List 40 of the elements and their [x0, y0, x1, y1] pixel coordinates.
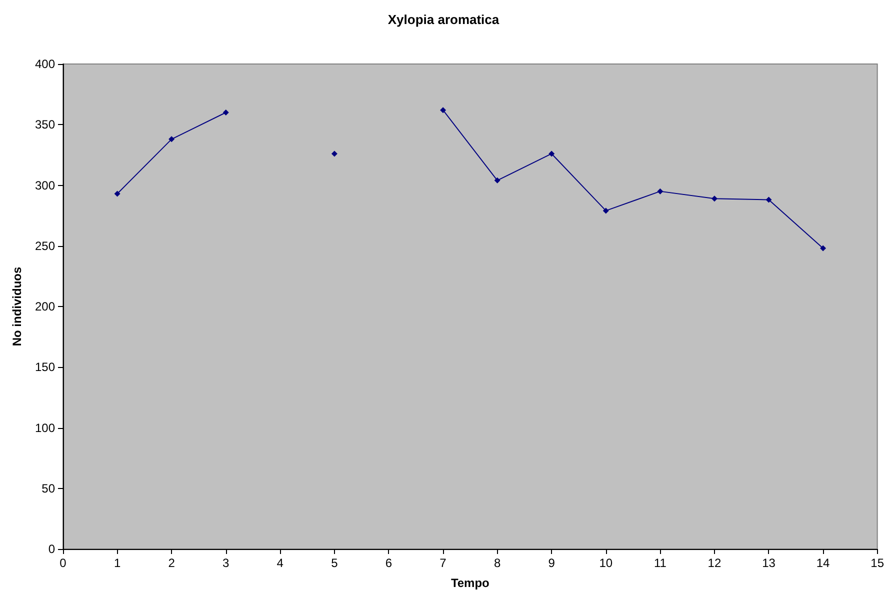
- x-tick-label: 6: [385, 556, 392, 570]
- y-tick-label: 100: [34, 420, 56, 435]
- point: [222, 110, 229, 116]
- y-tick-label: 150: [34, 360, 56, 374]
- point: [602, 208, 609, 214]
- point: [168, 136, 175, 142]
- y-tick-label: 250: [34, 238, 56, 253]
- x-tick-label: 12: [708, 556, 722, 570]
- x-tick-label: 4: [276, 556, 284, 570]
- y-tick-label: 200: [34, 300, 56, 314]
- x-tick-label: 13: [762, 556, 776, 570]
- y-tick-label: 300: [34, 178, 56, 192]
- point: [766, 196, 772, 203]
- x-tick-label: 0: [60, 556, 67, 570]
- x-tick-label: 2: [168, 556, 176, 570]
- x-tick-label: 5: [331, 556, 338, 570]
- point: [548, 150, 555, 157]
- x-tick-label: 11: [654, 556, 667, 570]
- y-tick-label: 350: [34, 118, 56, 132]
- point: [440, 107, 446, 114]
- point: [494, 177, 500, 184]
- y-tick-label: 0: [48, 542, 56, 556]
- point: [657, 188, 664, 194]
- point: [114, 190, 120, 197]
- x-tick-label: 14: [816, 556, 830, 570]
- x-tick-label: 10: [599, 556, 613, 570]
- x-tick-label: 7: [440, 556, 447, 570]
- y-axis-title: No individuos: [10, 266, 24, 346]
- x-tick-label: 9: [548, 556, 556, 570]
- point: [820, 245, 826, 252]
- point: [331, 150, 338, 157]
- y-tick-label: 50: [42, 481, 56, 496]
- point: [711, 196, 718, 202]
- x-tick-label: 8: [494, 556, 501, 570]
- y-tick-label: 400: [34, 57, 56, 71]
- x-tick-label: 1: [114, 556, 121, 570]
- chart-title: Xylopia aromatica: [388, 12, 500, 27]
- x-tick-label: 15: [870, 556, 884, 570]
- x-axis-title: Tempo: [450, 576, 490, 590]
- x-tick-label: 3: [222, 556, 230, 570]
